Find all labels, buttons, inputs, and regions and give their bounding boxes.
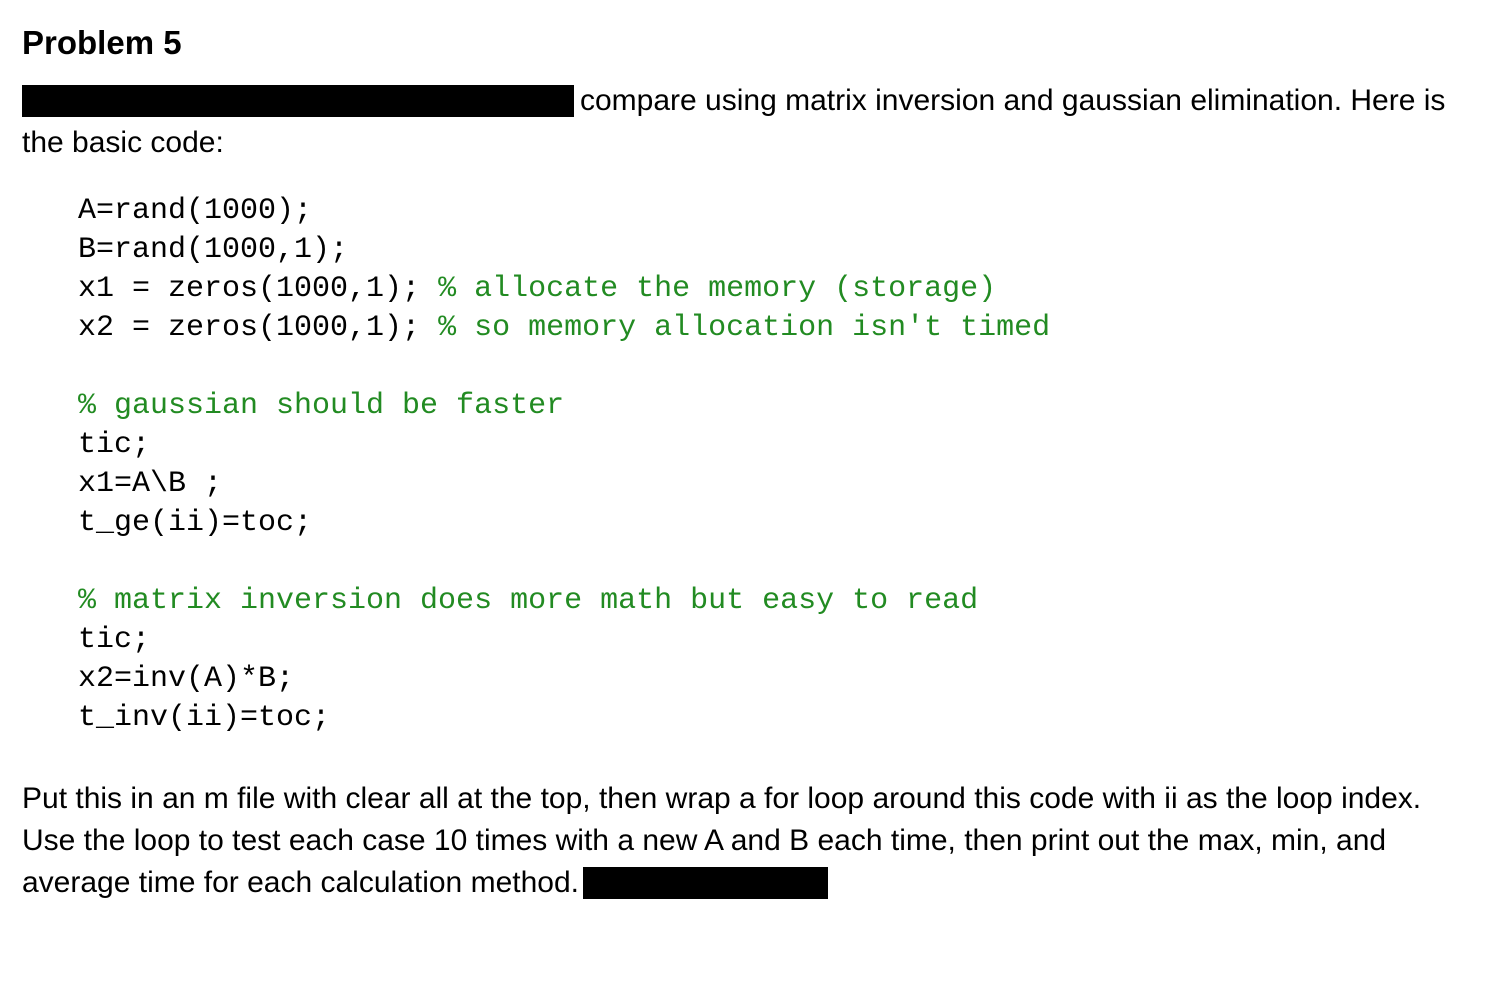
code-line: t_ge(ii)=toc; bbox=[78, 504, 1476, 543]
code-line: t_inv(ii)=toc; bbox=[78, 699, 1476, 738]
code-text: tic; bbox=[78, 623, 150, 657]
redaction-bar-1 bbox=[22, 85, 574, 117]
code-line: x2=inv(A)*B; bbox=[78, 660, 1476, 699]
code-text: x2 = zeros(1000,1); bbox=[78, 311, 438, 345]
code-text: t_ge(ii)=toc; bbox=[78, 506, 312, 540]
code-line: % matrix inversion does more math but ea… bbox=[78, 582, 1476, 621]
code-text: tic; bbox=[78, 428, 150, 462]
code-line: B=rand(1000,1); bbox=[78, 231, 1476, 270]
code-line: tic; bbox=[78, 621, 1476, 660]
code-line bbox=[78, 348, 1476, 387]
code-text: x2=inv(A)*B; bbox=[78, 662, 294, 696]
code-block: A=rand(1000);B=rand(1000,1);x1 = zeros(1… bbox=[78, 192, 1476, 738]
code-comment: % so memory allocation isn't timed bbox=[438, 311, 1050, 345]
problem-heading: Problem 5 bbox=[22, 24, 1476, 62]
code-text: t_inv(ii)=toc; bbox=[78, 701, 330, 735]
code-text: B=rand(1000,1); bbox=[78, 233, 348, 267]
code-line: A=rand(1000); bbox=[78, 192, 1476, 231]
code-line: % gaussian should be faster bbox=[78, 387, 1476, 426]
outro-paragraph: Put this in an m file with clear all at … bbox=[22, 778, 1476, 904]
code-text: x1 = zeros(1000,1); bbox=[78, 272, 438, 306]
code-text: A=rand(1000); bbox=[78, 194, 312, 228]
code-line: tic; bbox=[78, 426, 1476, 465]
code-comment: % matrix inversion does more math but ea… bbox=[78, 584, 978, 618]
code-line: x1=A\B ; bbox=[78, 465, 1476, 504]
redaction-bar-2 bbox=[583, 867, 828, 899]
code-comment: % allocate the memory (storage) bbox=[438, 272, 996, 306]
code-line: x1 = zeros(1000,1); % allocate the memor… bbox=[78, 270, 1476, 309]
code-text: x1=A\B ; bbox=[78, 467, 222, 501]
code-comment: % gaussian should be faster bbox=[78, 389, 564, 423]
code-line: x2 = zeros(1000,1); % so memory allocati… bbox=[78, 309, 1476, 348]
code-line bbox=[78, 543, 1476, 582]
intro-paragraph: compare using matrix inversion and gauss… bbox=[22, 80, 1476, 164]
